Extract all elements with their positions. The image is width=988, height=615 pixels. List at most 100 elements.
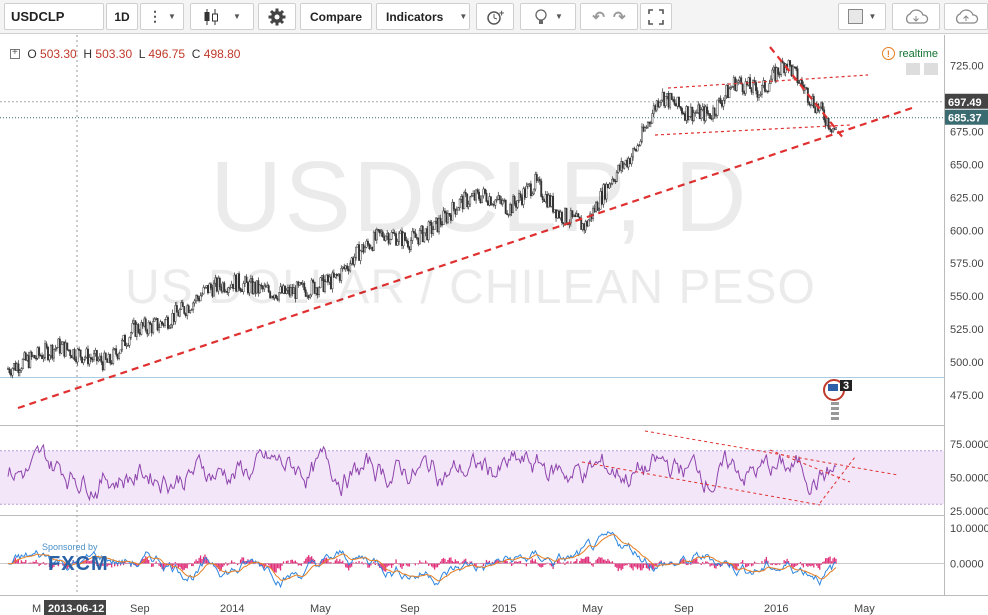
candle-body bbox=[623, 163, 626, 169]
candle-body bbox=[458, 198, 461, 208]
candle-body bbox=[698, 104, 701, 120]
price-axis-label: 575.00 bbox=[950, 258, 984, 270]
undo-icon[interactable]: ↶ bbox=[592, 8, 605, 26]
rsi-trend-bottom bbox=[581, 461, 821, 506]
candle-body bbox=[418, 230, 421, 245]
rsi-trend-short bbox=[769, 449, 851, 483]
candle-body bbox=[758, 94, 760, 98]
candle-body bbox=[716, 99, 719, 116]
last-price-tag-label: 697.49 bbox=[948, 97, 982, 109]
candle-body bbox=[655, 100, 658, 111]
candle-body bbox=[331, 272, 334, 290]
candle-body bbox=[89, 357, 92, 359]
candle-body bbox=[768, 83, 771, 92]
candle-body bbox=[642, 126, 645, 132]
cloud-upload-icon bbox=[955, 8, 979, 24]
compare-button[interactable]: Compare bbox=[300, 3, 372, 30]
candle-body bbox=[75, 359, 78, 363]
pane-toggle-icon bbox=[924, 63, 938, 75]
candle-body bbox=[375, 229, 378, 241]
candle-body bbox=[118, 353, 121, 359]
candle-body bbox=[161, 321, 163, 324]
interval-menu-button[interactable]: ⋮ ▼ bbox=[140, 3, 184, 30]
redo-icon[interactable]: ↷ bbox=[613, 8, 626, 26]
candle-body bbox=[729, 87, 732, 90]
candle-body bbox=[512, 196, 515, 214]
candle-body bbox=[775, 67, 778, 82]
candle-body bbox=[672, 99, 675, 101]
save-cloud-button[interactable] bbox=[944, 3, 988, 30]
candle-body bbox=[643, 127, 646, 132]
alert-button[interactable]: + bbox=[476, 3, 514, 30]
candle-body bbox=[129, 332, 132, 338]
candle-body bbox=[476, 189, 479, 193]
candle-body bbox=[55, 347, 58, 349]
candle-body bbox=[303, 282, 306, 291]
candle-body bbox=[349, 263, 352, 272]
candle-body bbox=[187, 305, 190, 313]
candle-body bbox=[464, 192, 467, 195]
candle-body bbox=[14, 362, 17, 371]
candle-body bbox=[54, 348, 57, 350]
candle-body bbox=[201, 293, 203, 297]
candle-body bbox=[790, 64, 793, 77]
time-axis-label: 2015 bbox=[492, 603, 516, 615]
candle-body bbox=[633, 148, 636, 150]
macd-axis-label: 10.0000 bbox=[950, 523, 988, 535]
candle-body bbox=[452, 202, 455, 210]
candle-body bbox=[519, 193, 522, 198]
candle-body bbox=[732, 77, 735, 87]
warning-icon: ! bbox=[881, 47, 895, 60]
candle-body bbox=[381, 231, 384, 238]
candle-body bbox=[489, 196, 492, 206]
chart-canvas[interactable]: 725.00700.00675.00650.00625.00600.00575.… bbox=[0, 35, 988, 615]
indicators-button[interactable]: Indicators ▼ bbox=[376, 3, 470, 30]
symbol-input[interactable]: USDCLP bbox=[4, 3, 104, 30]
candle-body bbox=[26, 355, 29, 361]
candle-body bbox=[728, 88, 731, 99]
gear-icon bbox=[268, 8, 286, 25]
ideas-button[interactable]: ▼ bbox=[520, 3, 576, 30]
short-term-trendline bbox=[769, 46, 845, 140]
chart-area[interactable]: 725.00700.00675.00650.00625.00600.00575.… bbox=[0, 35, 988, 615]
load-cloud-button[interactable] bbox=[892, 3, 940, 30]
candle-body bbox=[18, 370, 21, 373]
candle-body bbox=[267, 285, 270, 292]
chart-color-button[interactable]: ▼ bbox=[838, 3, 886, 30]
candle-body bbox=[404, 232, 406, 241]
high-value: 503.30 bbox=[95, 47, 133, 61]
interval-button[interactable]: 1D bbox=[106, 3, 138, 30]
candle-body bbox=[692, 112, 695, 121]
candle-body bbox=[153, 318, 156, 322]
candle-body bbox=[324, 281, 326, 292]
candle-body bbox=[33, 354, 36, 359]
candle-body bbox=[720, 102, 723, 107]
candle-body bbox=[658, 101, 661, 108]
candle-body bbox=[648, 121, 651, 124]
candle-body bbox=[45, 343, 48, 348]
candle-body bbox=[17, 363, 20, 373]
settings-button[interactable] bbox=[258, 3, 296, 30]
price-candles bbox=[7, 57, 837, 379]
realtime-indicator[interactable]: ! realtime bbox=[881, 47, 938, 60]
fullscreen-button[interactable] bbox=[640, 3, 672, 30]
fxcm-logo[interactable]: FXCM bbox=[48, 553, 109, 575]
candle-body bbox=[710, 118, 713, 120]
chart-style-button[interactable]: ▼ bbox=[190, 3, 254, 30]
rsi-band bbox=[0, 450, 944, 505]
candle-body bbox=[390, 232, 393, 240]
collapse-legend-icon[interactable]: + bbox=[10, 47, 20, 59]
candle-body bbox=[605, 183, 608, 200]
candle-body bbox=[535, 174, 538, 181]
candle-body bbox=[541, 196, 544, 201]
candle-body bbox=[772, 66, 775, 71]
sponsor-label: Sponsored by bbox=[42, 542, 98, 552]
time-axis-label: Sep bbox=[674, 603, 694, 615]
candle-body bbox=[612, 178, 615, 182]
candle-body bbox=[789, 60, 792, 66]
candle-body bbox=[167, 316, 169, 329]
candle-body bbox=[747, 77, 750, 86]
candle-body bbox=[771, 69, 774, 80]
candle-body bbox=[57, 338, 60, 348]
candle-body bbox=[498, 195, 501, 201]
